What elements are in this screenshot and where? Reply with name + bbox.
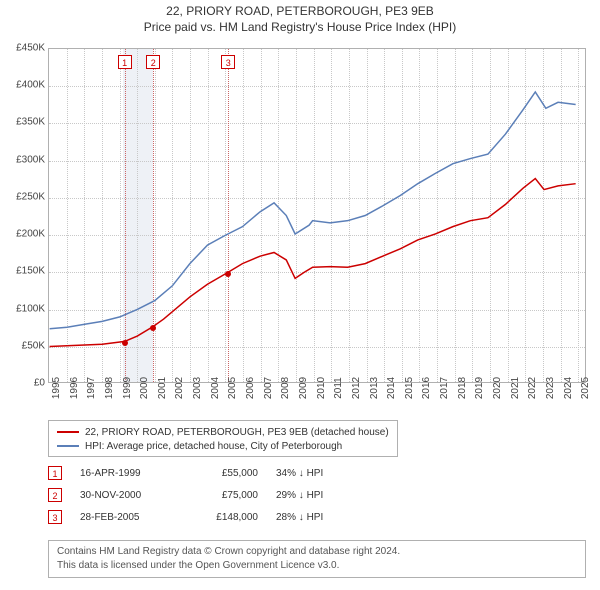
x-axis-label: 2006 <box>245 377 256 399</box>
x-axis-label: 1999 <box>122 377 133 399</box>
sale-marker-box: 3 <box>48 510 62 524</box>
x-axis-label: 2002 <box>174 377 185 399</box>
sale-pct: 34% ↓ HPI <box>276 468 376 479</box>
sale-price: £148,000 <box>188 512 258 523</box>
x-axis-label: 2023 <box>545 377 556 399</box>
x-axis-label: 2017 <box>439 377 450 399</box>
legend-swatch-property <box>57 431 79 433</box>
sale-marker-dot <box>225 271 231 277</box>
sales-row: 1 16-APR-1999 £55,000 34% ↓ HPI <box>48 462 376 484</box>
legend-swatch-hpi <box>57 445 79 447</box>
series-property <box>50 179 576 347</box>
sale-pct: 28% ↓ HPI <box>276 512 376 523</box>
sale-date: 28-FEB-2005 <box>80 512 170 523</box>
x-axis-label: 2010 <box>316 377 327 399</box>
x-axis-label: 2018 <box>457 377 468 399</box>
x-axis-label: 2003 <box>192 377 203 399</box>
legend: 22, PRIORY ROAD, PETERBOROUGH, PE3 9EB (… <box>48 420 398 457</box>
x-axis-label: 2021 <box>510 377 521 399</box>
y-axis-label: £50K <box>5 340 45 351</box>
x-axis-label: 2025 <box>580 377 591 399</box>
x-axis-label: 2022 <box>527 377 538 399</box>
sale-price: £75,000 <box>188 490 258 501</box>
y-axis-label: £250K <box>5 191 45 202</box>
title-main: 22, PRIORY ROAD, PETERBOROUGH, PE3 9EB <box>0 4 600 18</box>
title-sub: Price paid vs. HM Land Registry's House … <box>0 20 600 34</box>
chart-plot-area: 12 3 <box>48 48 586 383</box>
x-axis-label: 2019 <box>474 377 485 399</box>
footer-line2: This data is licensed under the Open Gov… <box>57 559 577 573</box>
x-axis-label: 2012 <box>351 377 362 399</box>
sale-marker-box: 2 <box>48 488 62 502</box>
x-axis-label: 1998 <box>104 377 115 399</box>
x-axis-label: 2009 <box>298 377 309 399</box>
sale-marker-number: 1 <box>118 55 132 69</box>
sale-pct: 29% ↓ HPI <box>276 490 376 501</box>
y-axis-label: £300K <box>5 154 45 165</box>
sale-price: £55,000 <box>188 468 258 479</box>
sales-row: 2 30-NOV-2000 £75,000 29% ↓ HPI <box>48 484 376 506</box>
x-axis-label: 2005 <box>227 377 238 399</box>
x-axis-label: 1995 <box>51 377 62 399</box>
sale-marker-number: 3 <box>221 55 235 69</box>
legend-label-property: 22, PRIORY ROAD, PETERBOROUGH, PE3 9EB (… <box>85 427 389 438</box>
y-axis-label: £0 <box>5 378 45 389</box>
footer-attribution: Contains HM Land Registry data © Crown c… <box>48 540 586 578</box>
sales-table: 1 16-APR-1999 £55,000 34% ↓ HPI 2 30-NOV… <box>48 462 376 528</box>
y-axis-label: £400K <box>5 80 45 91</box>
legend-label-hpi: HPI: Average price, detached house, City… <box>85 441 342 452</box>
y-axis-label: £150K <box>5 266 45 277</box>
x-axis-label: 2008 <box>280 377 291 399</box>
x-axis-label: 2007 <box>263 377 274 399</box>
sale-date: 16-APR-1999 <box>80 468 170 479</box>
x-axis-label: 2000 <box>139 377 150 399</box>
x-axis-label: 1996 <box>69 377 80 399</box>
chart-lines-svg <box>49 49 585 382</box>
sale-marker-dot <box>122 340 128 346</box>
x-axis-label: 2020 <box>492 377 503 399</box>
chart-titles: 22, PRIORY ROAD, PETERBOROUGH, PE3 9EB P… <box>0 0 600 34</box>
y-axis-label: £200K <box>5 229 45 240</box>
x-axis-label: 2011 <box>333 377 344 399</box>
x-axis-label: 2013 <box>369 377 380 399</box>
sale-marker-box: 1 <box>48 466 62 480</box>
x-axis-label: 2016 <box>421 377 432 399</box>
x-axis-label: 2004 <box>210 377 221 399</box>
legend-row-property: 22, PRIORY ROAD, PETERBOROUGH, PE3 9EB (… <box>57 425 389 439</box>
legend-row-hpi: HPI: Average price, detached house, City… <box>57 439 389 453</box>
footer-line1: Contains HM Land Registry data © Crown c… <box>57 545 577 559</box>
y-axis-label: £350K <box>5 117 45 128</box>
sale-marker-number: 2 <box>146 55 160 69</box>
sale-date: 30-NOV-2000 <box>80 490 170 501</box>
x-axis-label: 2014 <box>386 377 397 399</box>
x-axis-label: 2015 <box>404 377 415 399</box>
x-axis-label: 2024 <box>563 377 574 399</box>
y-axis-label: £450K <box>5 43 45 54</box>
sales-row: 3 28-FEB-2005 £148,000 28% ↓ HPI <box>48 506 376 528</box>
x-axis-label: 1997 <box>86 377 97 399</box>
y-axis-label: £100K <box>5 303 45 314</box>
x-axis-label: 2001 <box>157 377 168 399</box>
